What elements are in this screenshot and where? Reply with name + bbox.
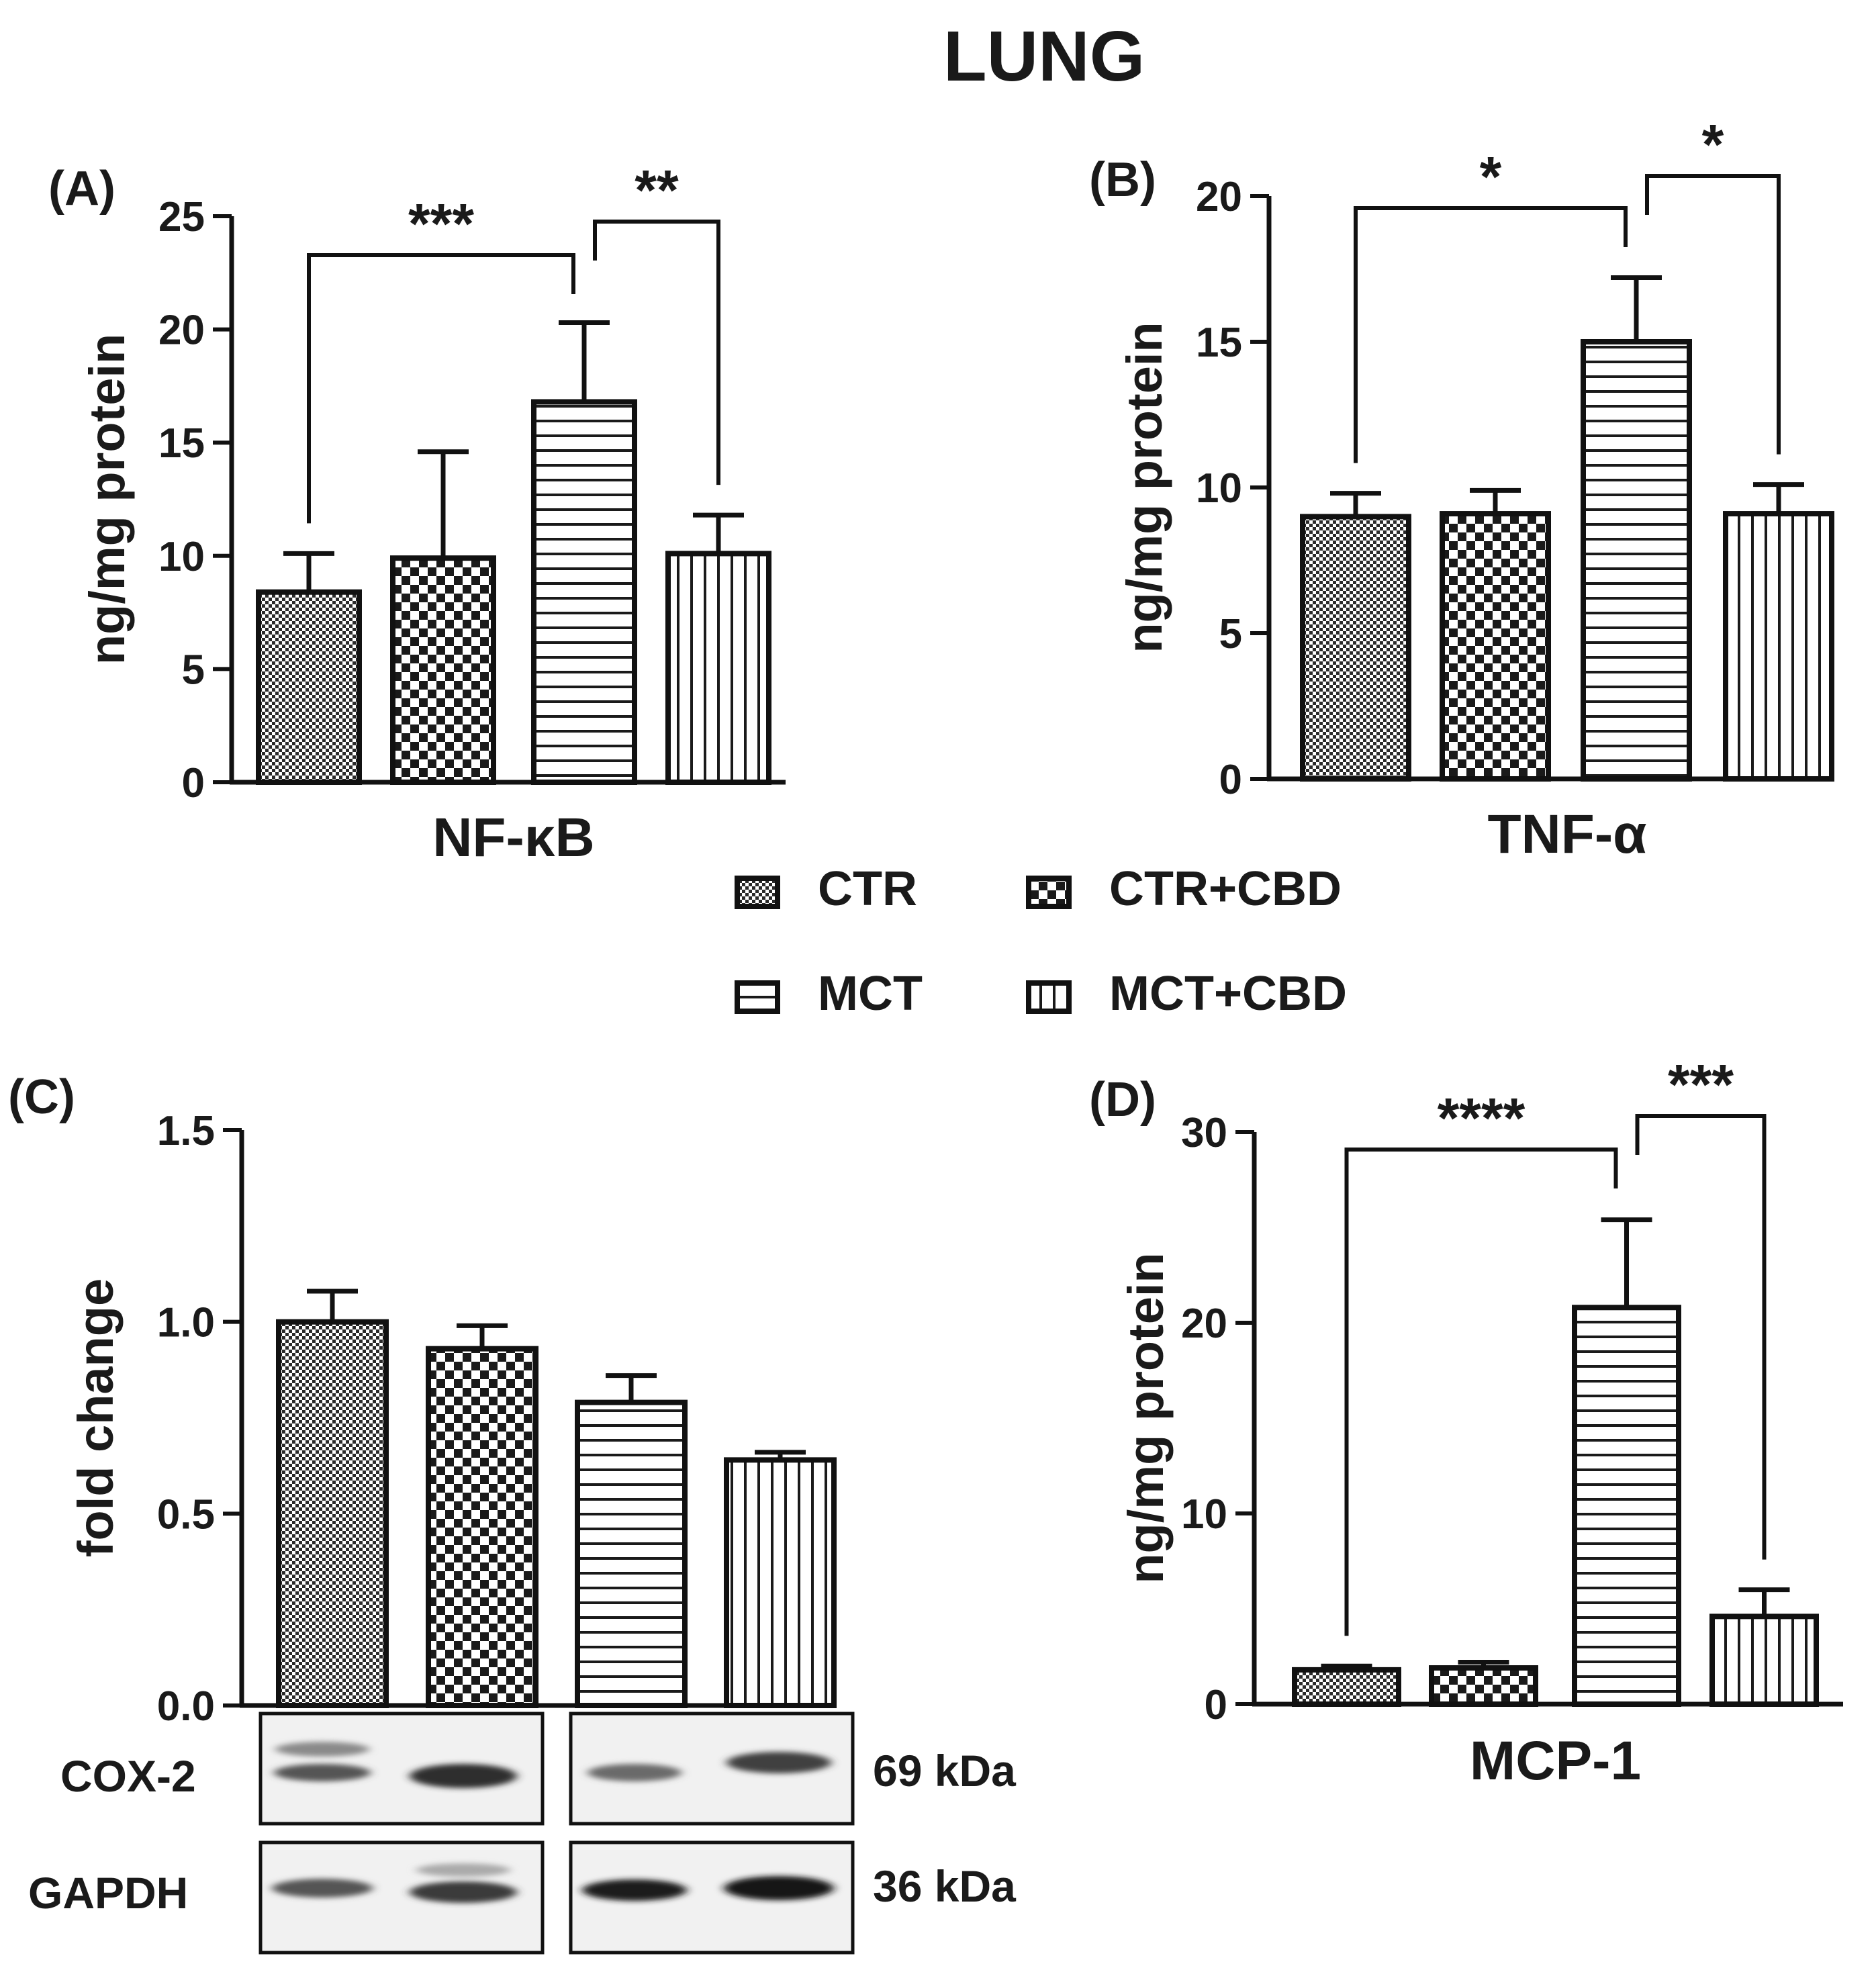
bar-ctr-cbd xyxy=(390,555,496,785)
legend-item-ctr-cbd: CTR+CBD xyxy=(1026,862,1342,916)
blot-row-cox2: COX-2 69 kDa xyxy=(60,1712,1017,1826)
y-tick-label: 0.0 xyxy=(157,1683,215,1730)
western-blot: COX-2 69 kDa GAPDH 36 kDa xyxy=(28,1712,1017,1955)
legend-label-ctr: CTR xyxy=(818,862,917,916)
bar-ctr xyxy=(256,589,362,785)
significance-bracket xyxy=(1344,1148,1618,1636)
blot-label-gapdh: GAPDH xyxy=(28,1868,188,1918)
significance-label: * xyxy=(1480,145,1502,208)
legend-label-mct: MCT xyxy=(818,967,923,1021)
significance-bracket xyxy=(1354,206,1628,463)
blot-size-gapdh: 36 kDa xyxy=(873,1861,1017,1911)
panel-b-tnfa-chart: (B) 0 5 10 15 20 ng/mg protein TNF-α * * xyxy=(1089,113,1834,865)
y-tick-label: 20 xyxy=(158,308,205,354)
blot-band xyxy=(724,1876,834,1900)
y-tick-label: 20 xyxy=(1196,174,1242,220)
bar-ctr xyxy=(276,1319,389,1708)
y-axis-label: ng/mg protein xyxy=(1118,1252,1174,1583)
bar-mct xyxy=(575,1399,688,1709)
y-tick-label: 10 xyxy=(1181,1491,1227,1538)
y-tick-label: 25 xyxy=(158,194,205,240)
panel-label: (C) xyxy=(8,1070,75,1124)
y-tick-label: 10 xyxy=(1196,465,1242,512)
y-axis-label: ng/mg protein xyxy=(1117,322,1172,653)
legend-swatch-ctr-cbd xyxy=(1026,876,1072,909)
bar-mct-cbd xyxy=(1723,511,1834,782)
bar-ctr xyxy=(1300,514,1411,782)
x-axis-label: NF-κB xyxy=(432,807,595,868)
blot-row-gapdh: GAPDH 36 kDa xyxy=(28,1840,1017,1955)
significance-bracket xyxy=(307,253,575,524)
significance-bracket xyxy=(593,220,720,485)
y-tick-label: 15 xyxy=(158,420,205,467)
panel-label: (A) xyxy=(48,162,115,216)
blot-band xyxy=(272,1879,373,1898)
legend-swatch-mct xyxy=(735,980,780,1014)
significance-label: ** xyxy=(635,158,679,222)
significance-label: * xyxy=(1702,113,1724,176)
blot-size-cox2: 69 kDa xyxy=(873,1746,1017,1795)
legend-swatch-mct-cbd xyxy=(1026,980,1072,1014)
bar-mct xyxy=(531,399,637,785)
bar-mct xyxy=(1572,1305,1681,1707)
significance-label: *** xyxy=(408,192,474,255)
blot-label-cox2: COX-2 xyxy=(60,1751,196,1801)
legend-item-mct-cbd: MCT+CBD xyxy=(1026,967,1347,1021)
legend-label-mct-cbd: MCT+CBD xyxy=(1109,967,1347,1021)
significance-bracket xyxy=(1635,1114,1767,1560)
y-tick-label: 10 xyxy=(158,534,205,580)
blot-band xyxy=(588,1764,682,1781)
blot-band xyxy=(410,1764,517,1788)
y-tick-label: 5 xyxy=(182,647,205,693)
y-tick-label: 0 xyxy=(1219,757,1242,803)
y-tick-label: 1.0 xyxy=(157,1300,215,1346)
blot-band xyxy=(275,1742,369,1757)
bar-mct-cbd xyxy=(1709,1614,1819,1708)
legend-item-mct: MCT xyxy=(735,967,923,1021)
significance-label: *** xyxy=(1668,1053,1734,1116)
bar-ctr-cbd xyxy=(1429,1665,1538,1708)
bar-mct xyxy=(1581,339,1692,782)
blot-band xyxy=(582,1879,687,1901)
bar-ctr xyxy=(1292,1667,1401,1707)
y-tick-label: 0 xyxy=(1205,1682,1227,1728)
bar-ctr-cbd xyxy=(426,1346,538,1709)
y-tick-label: 0 xyxy=(182,760,205,806)
legend-label-ctr-cbd: CTR+CBD xyxy=(1109,862,1342,916)
panel-c-cox2-chart: (C) 0.0 0.5 1.0 1.5 fold change xyxy=(8,1070,837,1730)
significance-label: **** xyxy=(1438,1086,1526,1150)
y-axis-label: fold change xyxy=(68,1278,124,1557)
significance-bracket xyxy=(1645,174,1781,455)
y-tick-label: 1.5 xyxy=(157,1108,215,1154)
figure-title: LUNG xyxy=(943,17,1145,96)
y-tick-label: 0.5 xyxy=(157,1491,215,1538)
bar-mct-cbd xyxy=(724,1457,837,1708)
legend-swatch-ctr xyxy=(735,876,780,909)
panel-label: (D) xyxy=(1089,1073,1156,1127)
y-tick-label: 30 xyxy=(1181,1110,1227,1156)
blot-band xyxy=(726,1752,831,1773)
blot-band xyxy=(274,1764,371,1781)
y-tick-label: 20 xyxy=(1181,1301,1227,1347)
panel-label: (B) xyxy=(1089,153,1156,207)
y-axis-label: ng/mg protein xyxy=(79,334,135,665)
blot-band xyxy=(410,1881,517,1903)
bar-mct-cbd xyxy=(665,551,771,785)
blot-band xyxy=(416,1863,510,1877)
x-axis-label: TNF-α xyxy=(1487,804,1646,865)
legend: CTR CTR+CBD MCT MCT+CBD xyxy=(735,862,1347,1021)
y-tick-label: 5 xyxy=(1219,611,1242,657)
bar-ctr-cbd xyxy=(1440,511,1551,782)
y-tick-label: 15 xyxy=(1196,320,1242,366)
legend-item-ctr: CTR xyxy=(735,862,917,916)
x-axis-label: MCP-1 xyxy=(1470,1730,1641,1791)
